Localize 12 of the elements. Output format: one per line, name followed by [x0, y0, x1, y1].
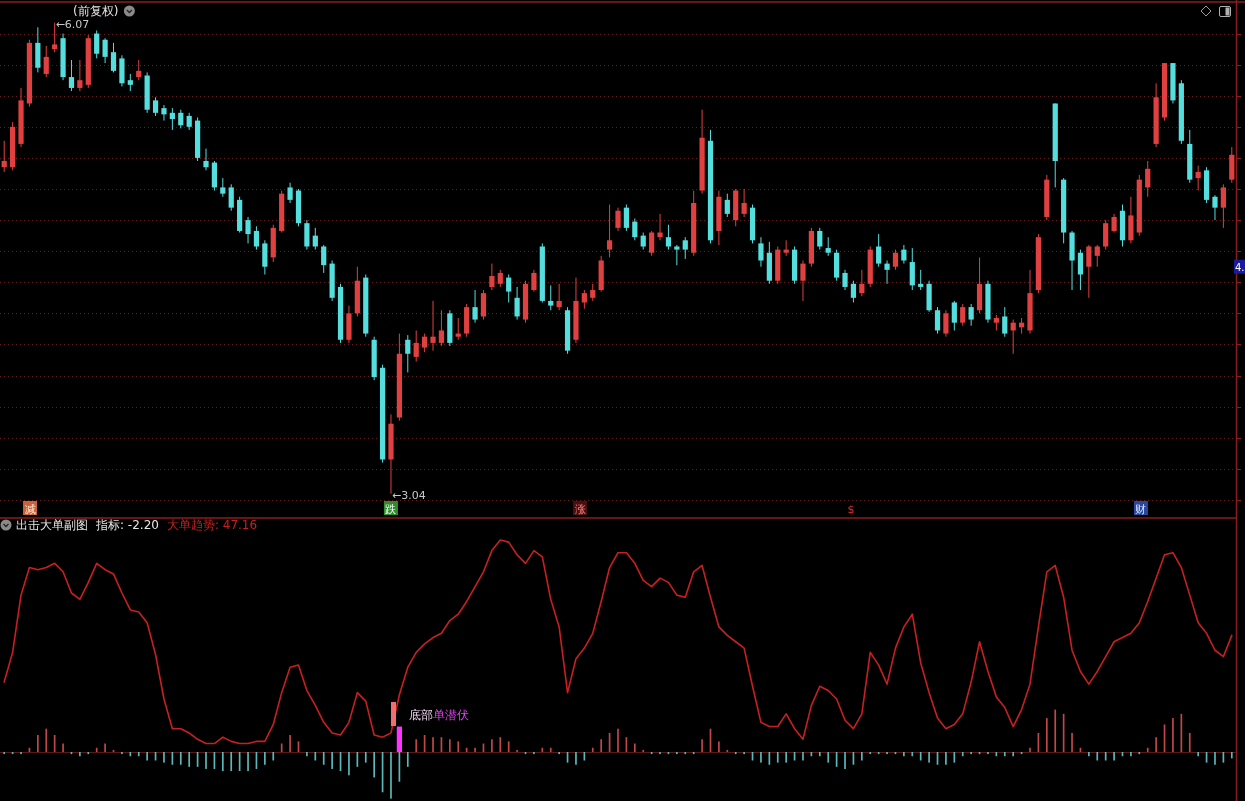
annotation: ←3.04 — [391, 488, 426, 502]
chart-title: (前复权) — [73, 4, 119, 18]
annotation: 底部 — [409, 708, 433, 722]
annotation: ←6.07 — [55, 17, 90, 31]
event-marker: 减 — [23, 501, 38, 516]
annotation: 单潜伏 — [433, 708, 469, 722]
text: 指标: -2.20 — [95, 518, 159, 532]
text: 大单趋势: 47.16 — [166, 518, 258, 532]
chart-title: 出击大单副图 — [16, 518, 88, 532]
event-marker: $ — [847, 503, 855, 516]
axis-price-label: 4. — [1234, 259, 1245, 274]
event-marker: 涨 — [573, 501, 588, 516]
